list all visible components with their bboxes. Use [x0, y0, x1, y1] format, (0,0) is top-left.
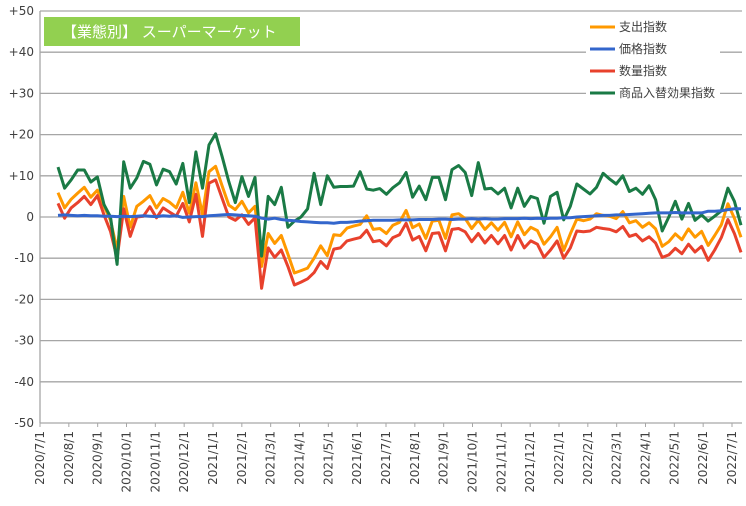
- y-tick-label: +10: [9, 169, 34, 183]
- series-line-1: [57, 207, 741, 225]
- y-tick-label: -20: [14, 292, 34, 306]
- series-line-3: [56, 132, 743, 266]
- x-tick-label: 2021/7/1: [379, 431, 393, 485]
- x-tick-label: 2022/2/1: [581, 431, 595, 485]
- x-tick-label: 2022/5/1: [667, 431, 681, 485]
- x-tick-label: 2020/9/1: [91, 431, 105, 485]
- chart-title: 【業態別】 スーパーマーケット: [62, 23, 277, 41]
- y-tick-label: -30: [14, 334, 34, 348]
- x-tick-label: 2021/12/1: [523, 431, 537, 493]
- x-tick-label: 2021/2/1: [235, 431, 249, 485]
- x-tick-label: 2020/12/1: [177, 431, 191, 493]
- x-tick-label: 2021/6/1: [350, 431, 364, 485]
- x-tick-label: 2021/10/1: [466, 431, 480, 493]
- x-tick-label: 2022/7/1: [725, 431, 739, 485]
- series-lines: [56, 132, 743, 290]
- x-tick-label: 2021/3/1: [264, 431, 278, 485]
- x-tick-label: 2022/3/1: [610, 431, 624, 485]
- y-tick-label: +40: [9, 45, 34, 59]
- x-axis: 2020/7/1 2020/8/1 2020/9/1 2020/10/1 2020/11…: [33, 11, 742, 493]
- y-tick-label: +20: [9, 128, 34, 142]
- y-tick-label: -50: [14, 416, 34, 430]
- y-tick-label: 0: [26, 210, 34, 224]
- chart-title-box: 【業態別】 スーパーマーケット: [44, 17, 300, 46]
- legend-label: 支出指数: [619, 19, 667, 34]
- x-tick-label: 2021/1/1: [206, 431, 220, 485]
- x-tick-label: 2022/6/1: [696, 431, 710, 485]
- x-tick-label: 2020/8/1: [62, 431, 76, 485]
- x-tick-label: 2021/4/1: [293, 431, 307, 485]
- x-tick-label: 2021/5/1: [321, 431, 335, 485]
- x-tick-label: 2021/9/1: [437, 431, 451, 485]
- x-tick-label: 2021/11/1: [494, 431, 508, 493]
- y-tick-label: +50: [9, 4, 34, 18]
- legend-label: 数量指数: [619, 63, 667, 78]
- title-background: [44, 17, 300, 46]
- x-tick-label: 2020/10/1: [120, 431, 134, 493]
- x-tick-label: 2020/7/1: [33, 431, 47, 485]
- x-tick-label: 2021/8/1: [408, 431, 422, 485]
- series-line-0: [56, 164, 743, 275]
- y-tick-label: -40: [14, 375, 34, 389]
- series-line-2: [56, 178, 743, 290]
- y-axis-tick-labels: +50 +40 +30 +20 +10 0 -10 -20 -30 -40 -50: [9, 4, 34, 430]
- x-tick-label: 2020/11/1: [148, 431, 162, 493]
- y-tick-label: -10: [14, 251, 34, 265]
- x-tick-label: 2022/1/1: [552, 431, 566, 485]
- legend-label: 価格指数: [619, 41, 667, 56]
- x-tick-label: 2022/4/1: [639, 431, 653, 485]
- legend-label: 商品入替効果指数: [619, 85, 715, 100]
- y-tick-label: +30: [9, 86, 34, 100]
- legend-background: [586, 16, 720, 106]
